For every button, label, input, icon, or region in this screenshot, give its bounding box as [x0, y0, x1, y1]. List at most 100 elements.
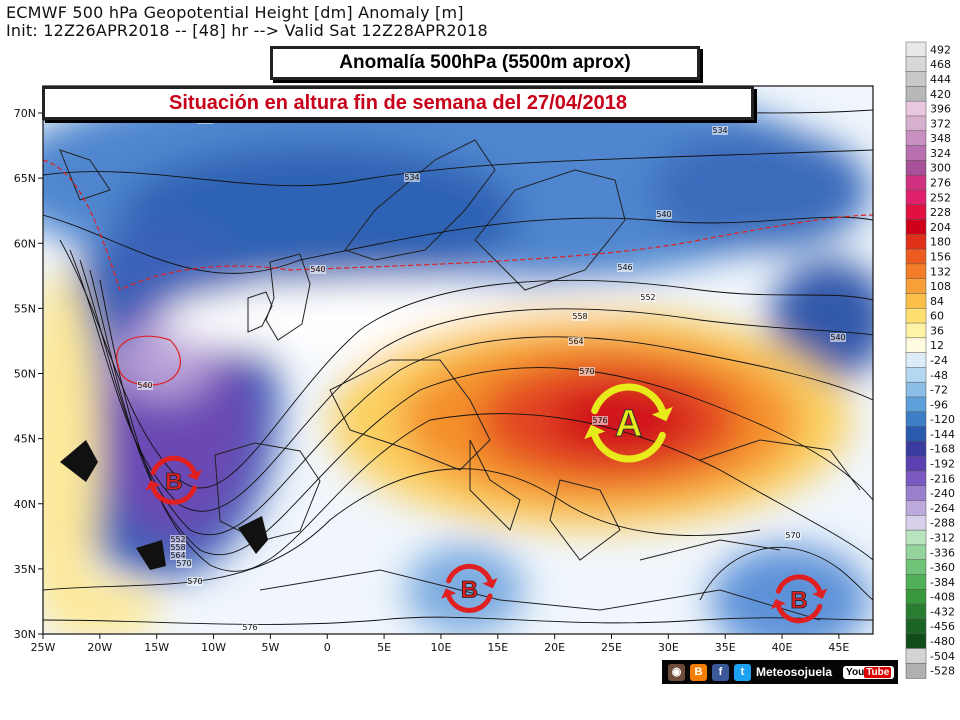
lat-tick-label: 50N — [14, 368, 36, 381]
lon-tick-label: 20W — [87, 641, 112, 654]
colorbar-swatch — [905, 322, 927, 339]
colorbar-swatch — [905, 234, 927, 250]
colorbar-swatch — [905, 485, 927, 502]
colorbar-label: 132 — [930, 265, 951, 278]
lat-tick-label: 55N — [14, 302, 36, 315]
lon-tick-label: 15W — [144, 641, 169, 654]
arrow-head — [584, 424, 606, 440]
arrow-head — [145, 480, 161, 491]
colorbar-swatch — [905, 189, 927, 206]
lon-tick-label: 25W — [31, 641, 56, 654]
social-footer: ◉ B f t Meteosojuela You Tube — [662, 660, 898, 684]
contour-label-bg — [137, 381, 153, 390]
rotation-arc — [150, 485, 197, 505]
colorbar-label: -264 — [930, 502, 955, 515]
lat-tick-label: 45N — [14, 433, 36, 446]
colorbar-label: 276 — [930, 177, 951, 190]
colorbar-swatch — [905, 130, 927, 147]
lon-tick-label: 5E — [377, 641, 391, 654]
colorbar-swatch — [905, 160, 927, 176]
anomaly-field: 5345345345405405405465525585645705705765… — [43, 86, 873, 634]
colorbar-label: 492 — [930, 43, 951, 56]
lat-tick-label: 70N — [14, 107, 36, 120]
colorbar-label: -384 — [930, 576, 955, 589]
contour-label: 564 — [170, 551, 185, 560]
colorbar-swatch — [905, 500, 927, 517]
contour-label-bg — [242, 623, 258, 632]
coastlines — [59, 139, 861, 621]
colorbar-label: -504 — [930, 650, 955, 663]
twitter-icon[interactable]: t — [734, 663, 751, 681]
lon-tick-label: 10E — [430, 641, 451, 654]
arrow-head — [186, 470, 202, 481]
youtube-icon[interactable]: You Tube — [843, 665, 895, 679]
height-contours — [43, 108, 873, 625]
colorbar-label: -216 — [930, 472, 955, 485]
flow-arrow-west — [60, 440, 98, 482]
colorbar-label: 60 — [930, 310, 944, 323]
colorbar-swatch — [905, 589, 927, 605]
colorbar-swatch — [905, 337, 927, 354]
contour-label: 540 — [310, 265, 325, 274]
colorbar-swatch — [905, 278, 927, 295]
contour-label: 534 — [404, 173, 419, 182]
contour-label-bg — [785, 531, 801, 540]
colorbar-swatch — [905, 396, 927, 413]
lon-tick-label: 30E — [658, 641, 679, 654]
arrow-head — [651, 406, 673, 422]
colorbar-label: -24 — [930, 354, 948, 367]
colorbar-label: 84 — [930, 295, 944, 308]
contour-label: 570 — [785, 531, 800, 540]
colorbar-label: 156 — [930, 250, 951, 263]
colorbar-label: -288 — [930, 517, 955, 530]
colorbar-swatch — [905, 648, 927, 664]
colorbar-swatch — [905, 41, 927, 58]
colorbar-swatch — [905, 618, 927, 635]
colorbar-swatch — [905, 411, 927, 428]
flow-arrows — [60, 440, 268, 570]
subtitle-banner: Situación en altura fin de semana del 27… — [42, 86, 754, 120]
rotation-arc — [446, 563, 493, 584]
low-pressure-letter: B — [165, 468, 182, 495]
low-pressure-letter: B — [790, 587, 807, 614]
instagram-icon[interactable]: ◉ — [668, 663, 685, 681]
contour-label: 552 — [170, 535, 185, 544]
contour-label-bg — [170, 543, 186, 552]
lat-tick-label: 60N — [14, 237, 36, 250]
youtube-you: You — [846, 666, 865, 678]
contour-label-bg — [170, 535, 186, 544]
colorbar-swatch — [905, 307, 927, 324]
contour-label-bg — [592, 416, 608, 425]
colorbar-label: 300 — [930, 162, 951, 175]
colorbar-swatch — [905, 426, 927, 443]
colorbar-label: -72 — [930, 384, 948, 397]
colorbar-swatch — [905, 71, 927, 88]
colorbar-swatch — [905, 515, 927, 531]
contour-label-bg — [617, 263, 633, 272]
brand-name: Meteosojuela — [756, 665, 833, 679]
contour-label-bg — [310, 265, 326, 274]
colorbar-swatch — [905, 544, 927, 561]
facebook-icon[interactable]: f — [712, 663, 729, 681]
header-title: ECMWF 500 hPa Geopotential Height [dm] A… — [6, 3, 464, 22]
arrow-head — [812, 588, 828, 599]
colorbar-label: -528 — [930, 665, 955, 678]
lat-tick-label: 30N — [14, 628, 36, 641]
colorbar-swatch — [905, 204, 927, 221]
pressure-systems: A B B B — [145, 383, 828, 624]
lat-tick-label: 65N — [14, 172, 36, 185]
colorbar-label: 348 — [930, 132, 951, 145]
blogger-icon[interactable]: B — [690, 663, 707, 681]
colorbar-swatch — [905, 559, 927, 576]
contour-label: 570 — [187, 577, 202, 586]
colorbar-label: -408 — [930, 591, 955, 604]
colorbar-label: 372 — [930, 117, 951, 130]
lon-tick-label: 15E — [487, 641, 508, 654]
title-banner: Anomalía 500hPa (5500m aprox) — [270, 46, 700, 80]
colorbar-label: 468 — [930, 58, 951, 71]
contour-label-bg — [572, 312, 588, 321]
colorbar-label: -312 — [930, 531, 955, 544]
colorbar-label: -120 — [930, 413, 955, 426]
